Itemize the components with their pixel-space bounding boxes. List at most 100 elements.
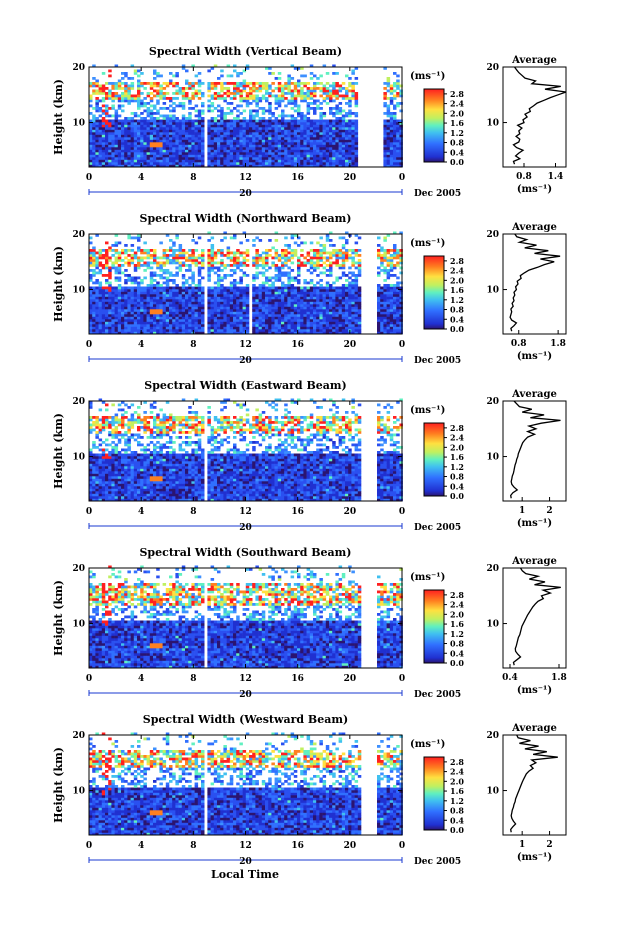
heatmap-cell xyxy=(249,159,253,163)
heatmap-cell xyxy=(245,289,250,292)
heatmap-cell xyxy=(159,331,163,335)
heatmap-cell xyxy=(261,147,266,150)
heatmap-cell xyxy=(201,132,205,135)
heatmap-cell xyxy=(213,132,218,135)
heatmap-cell xyxy=(300,157,304,160)
heatmap-cell xyxy=(137,304,141,307)
heatmap-cell xyxy=(332,329,336,332)
heatmap-cell xyxy=(127,306,131,310)
heatmap-cell xyxy=(345,279,349,282)
heatmap-cell xyxy=(188,321,192,325)
heatmap-cell xyxy=(300,306,304,310)
heatmap-cell xyxy=(396,84,400,88)
heatmap-cell xyxy=(153,137,157,140)
heatmap-cell xyxy=(345,329,349,332)
heatmap-cell xyxy=(191,92,195,95)
heatmap-cell xyxy=(271,147,275,150)
heatmap-cell xyxy=(188,87,192,90)
heatmap-cell xyxy=(239,134,243,138)
heatmap-cell xyxy=(351,134,355,138)
heatmap-cell xyxy=(309,266,314,270)
heatmap-cell xyxy=(127,119,131,123)
heatmap-cell xyxy=(399,84,403,88)
heatmap-cell xyxy=(146,306,151,310)
heatmap-cell xyxy=(143,316,147,320)
heatmap-cell xyxy=(351,127,355,130)
heatmap-cell xyxy=(217,92,221,95)
heatmap-cell xyxy=(297,244,301,247)
heatmap-cell xyxy=(239,304,243,307)
heatmap-cell xyxy=(319,114,323,118)
heatmap-cell xyxy=(95,164,99,168)
heatmap-cell xyxy=(290,97,295,100)
heatmap-cell xyxy=(341,164,346,168)
heatmap-cell xyxy=(98,264,103,267)
heatmap-cell xyxy=(140,112,144,115)
heatmap-cell xyxy=(220,304,224,307)
heatmap-cell xyxy=(165,132,170,135)
heatmap-cell xyxy=(165,139,170,143)
heatmap-cell xyxy=(181,321,186,325)
heatmap-cell xyxy=(277,296,282,300)
heatmap-cell xyxy=(329,294,333,297)
heatmap-cell xyxy=(175,89,179,93)
heatmap-cell xyxy=(306,94,311,98)
heatmap-cell xyxy=(89,249,93,252)
heatmap-cell xyxy=(185,159,189,163)
heatmap-cell xyxy=(316,286,320,290)
heatmap-cell xyxy=(229,259,234,262)
heatmap-cell xyxy=(165,301,170,305)
heatmap-cell xyxy=(345,137,349,140)
heatmap-cell xyxy=(252,306,256,310)
heatmap-cell xyxy=(274,239,279,242)
heatmap-cell xyxy=(309,137,314,140)
heatmap-cell xyxy=(188,164,192,168)
heatmap-cell xyxy=(162,269,167,272)
heatmap-cell xyxy=(191,159,195,163)
heatmap-cell xyxy=(233,269,237,272)
heatmap-cell xyxy=(181,289,186,292)
heatmap-cell xyxy=(338,294,343,297)
heatmap-cell xyxy=(185,157,189,160)
heatmap-cell xyxy=(332,326,336,330)
heatmap-cell xyxy=(172,296,176,300)
heatmap-cell xyxy=(121,259,125,262)
heatmap-cell xyxy=(172,319,176,322)
heatmap-cell xyxy=(396,132,400,135)
heatmap-cell xyxy=(178,324,183,327)
heatmap-cell xyxy=(313,99,317,103)
heatmap-cell xyxy=(332,157,336,160)
heatmap-cell xyxy=(348,286,352,290)
heatmap-cell xyxy=(124,301,128,305)
heatmap-cell xyxy=(185,127,189,130)
heatmap-cell xyxy=(98,109,103,113)
heatmap-cell xyxy=(335,289,339,292)
heatmap-cell xyxy=(140,256,144,260)
heatmap-cell xyxy=(313,314,317,317)
heatmap-cell xyxy=(172,117,176,120)
heatmap-cell xyxy=(322,301,327,305)
heatmap-cell xyxy=(121,147,125,150)
heatmap-cell xyxy=(335,152,339,155)
heatmap-cell xyxy=(201,94,205,98)
heatmap-cell xyxy=(207,259,211,262)
heatmap-cell xyxy=(169,279,173,282)
heatmap-cell xyxy=(114,306,119,310)
heatmap-cell xyxy=(117,134,122,138)
heatmap-cell xyxy=(290,89,295,93)
heatmap-cell xyxy=(258,324,263,327)
heatmap-cell xyxy=(335,112,339,115)
heatmap-cell xyxy=(297,324,301,327)
heatmap-cell xyxy=(341,97,346,100)
heatmap-cell xyxy=(226,254,231,257)
heatmap-cell xyxy=(185,142,189,145)
heatmap-cell xyxy=(255,119,259,123)
heatmap-cell xyxy=(105,279,109,282)
heatmap-cell xyxy=(175,284,179,287)
heatmap-cell xyxy=(165,157,170,160)
heatmap-cell xyxy=(169,326,173,330)
heatmap-cell xyxy=(322,142,327,145)
heatmap-cell xyxy=(258,301,263,305)
heatmap-cell xyxy=(233,271,237,275)
heatmap-cell xyxy=(297,314,301,317)
